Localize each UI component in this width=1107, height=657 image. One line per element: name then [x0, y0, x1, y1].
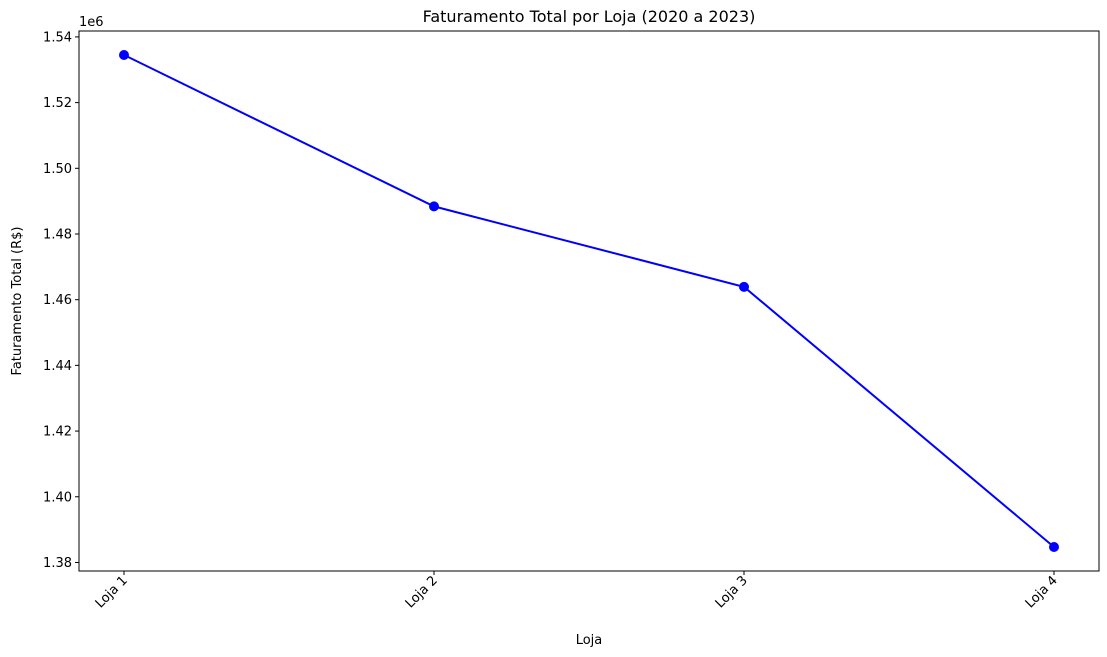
- y-axis-ticks: 1.38 1.40 1.42 1.44 1.46 1.48 1.50 1.52 1.54: [43, 30, 79, 571]
- data-point-marker: [119, 49, 129, 60]
- y-tick-label: 1.48: [43, 227, 72, 242]
- y-tick-label: 1.50: [43, 162, 72, 177]
- series-layer: [119, 49, 1059, 553]
- x-axis-label: Loja: [576, 633, 603, 648]
- y-tick-label: 1.44: [43, 359, 72, 374]
- y-tick-label: 1.54: [43, 30, 72, 45]
- series-line: [123, 54, 1055, 548]
- y-axis-label: Faturamento Total (R$): [10, 227, 25, 376]
- y-tick-label: 1.52: [43, 96, 72, 111]
- data-point-marker: [429, 201, 439, 212]
- plot-background: [79, 31, 1099, 571]
- plot-frame: [78, 30, 1100, 572]
- data-point-marker: [1049, 542, 1059, 553]
- chart-title: Faturamento Total por Loja (2020 a 2023): [423, 7, 756, 26]
- y-tick-label: 1.38: [43, 556, 72, 571]
- y-tick-label: 1.42: [43, 425, 72, 440]
- data-point-marker: [739, 281, 749, 292]
- y-tick-label: 1.40: [43, 490, 72, 505]
- y-tick-label: 1.46: [43, 293, 72, 308]
- y-axis-offset-label: 1e6: [79, 15, 104, 30]
- plot-area: [79, 31, 1099, 571]
